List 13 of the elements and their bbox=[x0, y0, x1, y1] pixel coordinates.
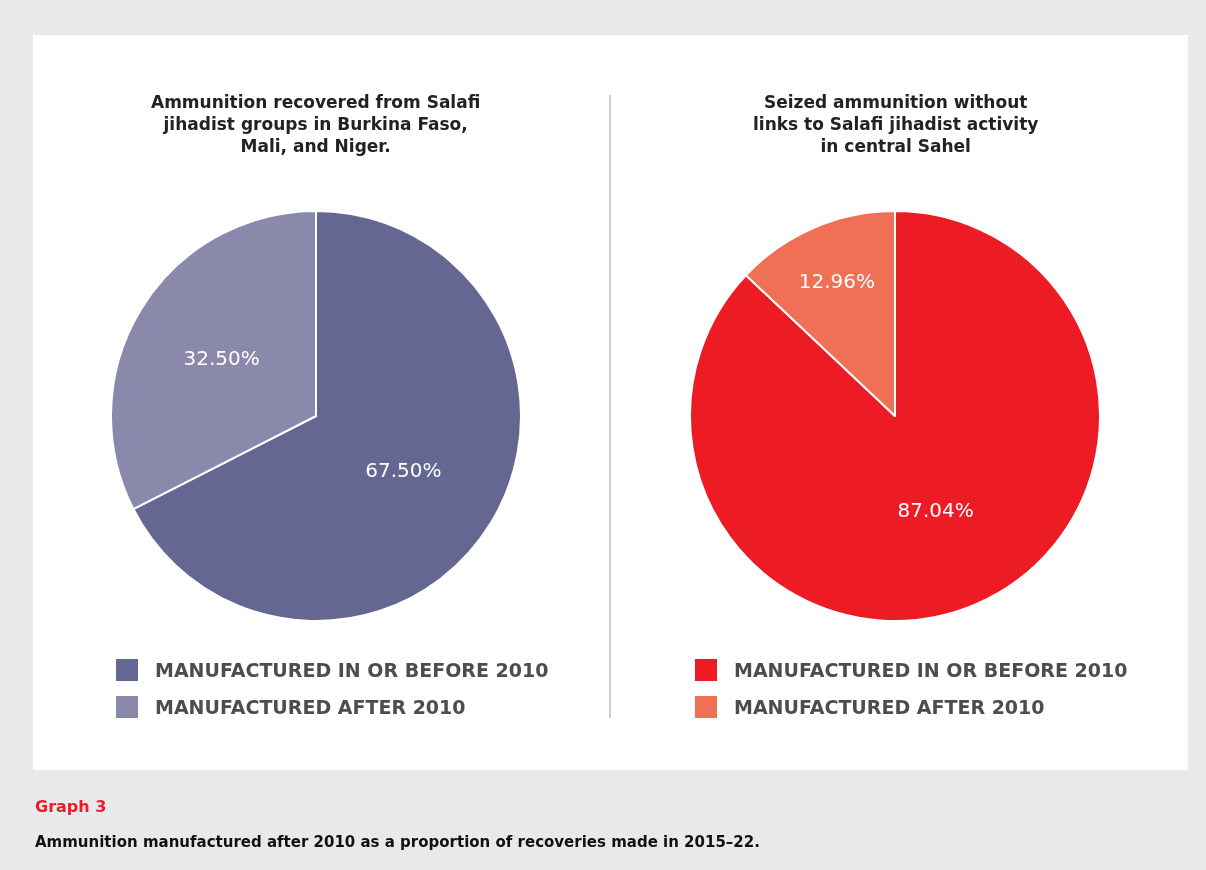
data-label: 12.96% bbox=[798, 269, 875, 294]
legend-label: MANUFACTURED AFTER 2010 bbox=[155, 696, 466, 718]
text: Ammunition manufactured after 2010 as a proportion of recoveries made in 2015–22. bbox=[35, 833, 760, 851]
caption: Graph 3 bbox=[35, 797, 107, 816]
pie-slice bbox=[689, 210, 1101, 622]
legend-label: MANUFACTURED AFTER 2010 bbox=[734, 696, 1045, 718]
legend-label: MANUFACTURED IN OR BEFORE 2010 bbox=[155, 659, 549, 681]
data-label: 32.50% bbox=[183, 346, 260, 371]
data-label: 87.04% bbox=[897, 498, 974, 523]
data-label: 67.50% bbox=[365, 457, 442, 482]
chart-title: Ammunition recovered from Salafi jihadist groups in Burkina Faso, Mali, and Niger. bbox=[151, 92, 481, 157]
legend-label: MANUFACTURED IN OR BEFORE 2010 bbox=[734, 659, 1128, 681]
chart-title: Seized ammunition without links to Salafi jihadist activity in central Sahel bbox=[753, 92, 1039, 157]
